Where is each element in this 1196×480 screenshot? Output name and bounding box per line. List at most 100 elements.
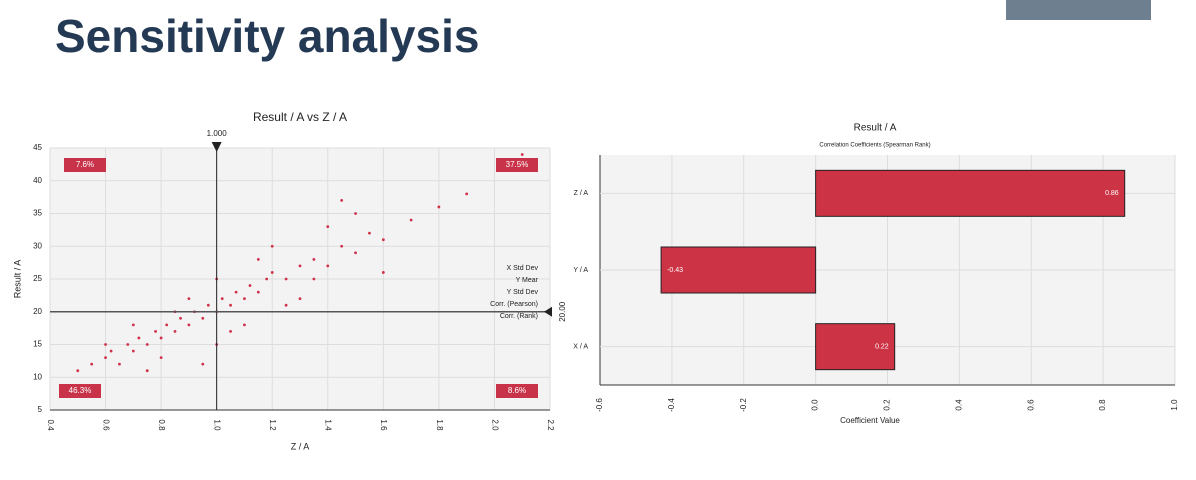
point [326, 264, 330, 268]
y-marker-label: 20.00 [558, 301, 567, 322]
stat-label: Y Std Dev [507, 289, 539, 296]
point [90, 362, 94, 366]
point [243, 323, 246, 327]
y-tick-label: 45 [33, 143, 42, 152]
point [220, 297, 224, 301]
point [201, 362, 205, 366]
point [131, 349, 135, 353]
y-axis-label: Result / A [12, 260, 22, 299]
point [409, 218, 413, 222]
y-tick-label: 5 [38, 405, 43, 414]
point [520, 153, 524, 156]
x-tick-label: 1.2 [268, 419, 277, 431]
point [187, 323, 191, 327]
stat-label: X Std Dev [506, 265, 538, 272]
x-tick-label: 1.0 [213, 419, 222, 431]
point [137, 336, 141, 340]
point [104, 356, 107, 359]
chart-title: Result / A vs Z / A [253, 110, 347, 124]
x-tick-label: -0.6 [595, 398, 604, 412]
y-tick-label: X / A [573, 344, 588, 351]
point [248, 284, 252, 287]
y-tick-label: 40 [33, 176, 42, 185]
point [312, 257, 316, 261]
quadrant-label: 7.6% [76, 160, 94, 169]
x-tick-label: -0.4 [667, 398, 676, 412]
point [368, 231, 371, 235]
x-tick-label: 0.0 [811, 399, 820, 411]
point [243, 297, 246, 301]
point [437, 205, 441, 209]
quadrant-badge [496, 384, 538, 398]
value-label: 0.86 [1105, 190, 1119, 197]
chart-title: Result / A [854, 123, 897, 134]
x-tick-label: 0.8 [157, 419, 166, 431]
point [340, 199, 344, 202]
slide-title: Sensitivity analysis [55, 10, 479, 62]
point [312, 277, 316, 281]
point [256, 257, 260, 261]
y-tick-label: 10 [33, 372, 42, 381]
y-tick-label: Y / A [573, 267, 588, 274]
point [284, 303, 288, 307]
y-tick-label: 15 [33, 340, 42, 349]
x-tick-label: 1.0 [1170, 399, 1179, 411]
stat-label: Y Mear [516, 277, 539, 284]
point [76, 369, 80, 373]
point [145, 343, 149, 346]
point [118, 362, 121, 366]
point [154, 330, 157, 333]
point [381, 271, 385, 274]
x-tick-label: 0.4 [954, 399, 963, 411]
quadrant-label: 37.5% [506, 160, 529, 169]
y-marker-handle [544, 306, 552, 317]
stat-label: Corr. (Rank) [500, 313, 538, 320]
quadrant-badge [496, 158, 538, 172]
bar [660, 246, 817, 294]
x-tick-label: 1.6 [379, 419, 388, 431]
point [179, 316, 182, 320]
point [354, 212, 357, 215]
point [256, 290, 260, 294]
x-tick-label: 2.0 [490, 419, 499, 431]
x-axis-label: Z / A [291, 441, 310, 451]
point [159, 336, 163, 340]
x-tick-label: 0.2 [883, 399, 892, 411]
x-axis-label: Coefficient Value [840, 416, 900, 425]
corner-bar [1006, 0, 1151, 20]
y-tick-label: 20 [33, 307, 42, 316]
y-tick-label: 35 [33, 209, 42, 218]
y-tick-label: 30 [33, 241, 42, 250]
point [326, 225, 330, 229]
quadrant-label: 46.3% [69, 386, 92, 395]
x-tick-label: 2.2 [546, 419, 555, 431]
point [126, 343, 130, 346]
quadrant-label: 8.6% [508, 386, 526, 395]
bar [815, 323, 896, 371]
x-marker-handle [211, 142, 222, 152]
bar [815, 169, 1126, 217]
x-marker-label: 1.000 [207, 129, 228, 138]
point [354, 251, 357, 255]
point [298, 264, 302, 268]
x-tick-label: 0.4 [46, 419, 55, 431]
point [270, 271, 274, 274]
point [265, 277, 269, 281]
x-tick-label: 0.8 [1098, 399, 1107, 411]
point [234, 290, 238, 294]
stat-label: Corr. (Pearson) [490, 301, 538, 308]
point [159, 356, 163, 359]
x-tick-label: 1.8 [435, 419, 444, 431]
point [229, 303, 232, 307]
x-tick-label: 0.6 [101, 419, 110, 431]
quadrant-badge [59, 384, 101, 398]
point [229, 330, 232, 333]
y-tick-label: 25 [33, 274, 42, 283]
point [381, 238, 385, 242]
value-label: 0.22 [875, 344, 889, 351]
point [340, 244, 344, 248]
x-tick-label: 0.6 [1026, 399, 1035, 411]
point [270, 244, 274, 248]
